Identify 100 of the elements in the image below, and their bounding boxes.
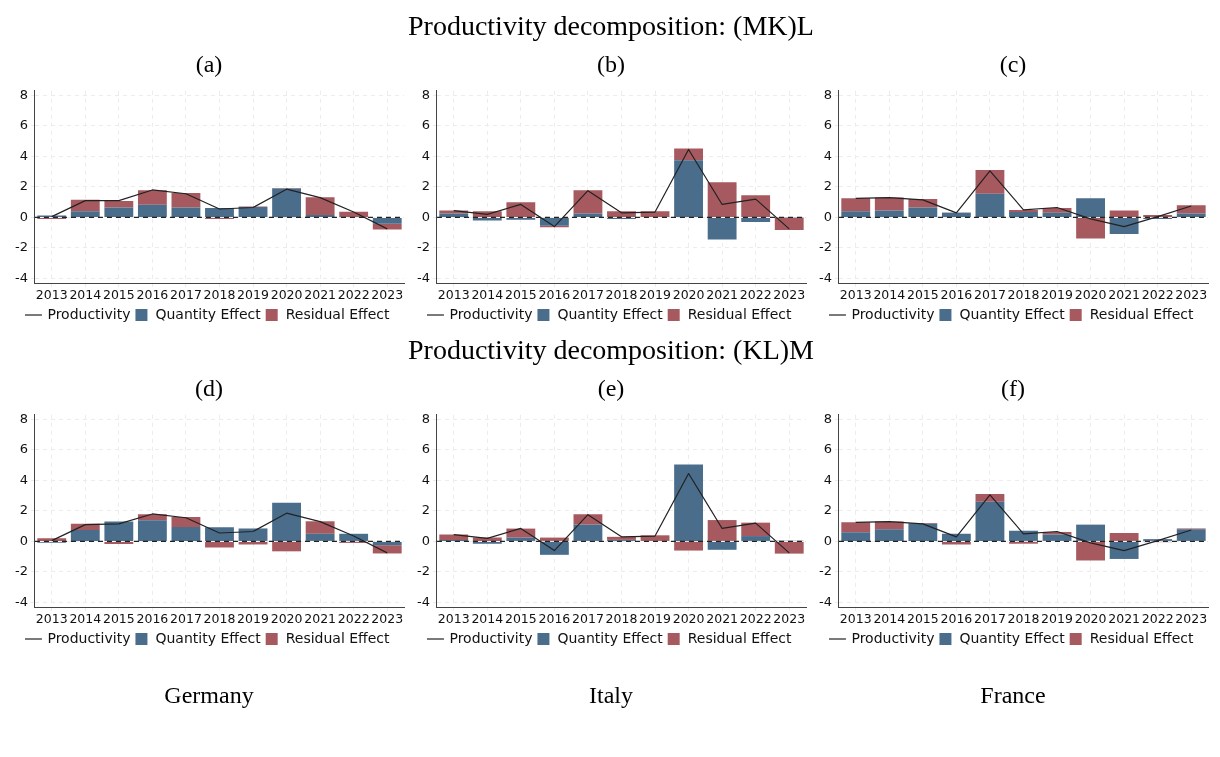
x-tick-label: 2015	[504, 286, 537, 302]
y-tick-label: 6	[823, 117, 832, 133]
y-tick-label: -2	[818, 563, 832, 579]
x-tick-label: 2013	[437, 286, 470, 302]
y-tick-label: 4	[19, 471, 28, 487]
x-axis-title: France	[980, 682, 1046, 709]
x-tick-label: 2019	[1041, 286, 1073, 302]
legend-label: Residual Effect	[687, 629, 793, 646]
x-tick-label: 2019	[1041, 610, 1073, 626]
x-tick-label: 2023	[371, 610, 404, 626]
y-tick-label: 4	[823, 471, 832, 487]
legend-label: Productivity	[449, 629, 533, 646]
legend-label: Productivity	[47, 305, 131, 322]
text: Productivity decomposition: (MK)L	[408, 9, 814, 43]
y-tick-label: -2	[416, 563, 430, 579]
x-tick-label: 2017	[974, 286, 1006, 302]
x-tick-label: 2018	[1007, 286, 1040, 302]
legend-label: Quantity Effect	[959, 629, 1066, 646]
y-tick-label: -2	[416, 239, 430, 255]
x-tick-label: 2017	[974, 610, 1006, 626]
y-tick-label: 0	[19, 532, 28, 548]
x-tick-label: 2020	[672, 610, 705, 626]
y-tick-label: 4	[19, 147, 28, 163]
x-tick-label: 2017	[170, 610, 202, 626]
x-tick-label: 2021	[1108, 610, 1141, 626]
legend-label: Quantity Effect	[557, 305, 664, 322]
y-tick-label: 8	[421, 86, 430, 102]
x-tick-label: 2021	[706, 286, 739, 302]
x-tick-label: 2020	[672, 286, 705, 302]
x-tick-label: 2022	[1141, 610, 1174, 626]
y-tick-label: 6	[19, 441, 28, 457]
x-tick-label: 2016	[136, 286, 169, 302]
y-tick-label: 6	[19, 117, 28, 133]
y-tick-label: 8	[19, 86, 28, 102]
x-tick-label: 2018	[203, 610, 236, 626]
y-tick-label: 0	[19, 208, 28, 224]
y-tick-label: 4	[421, 471, 430, 487]
x-tick-label: 2022	[337, 286, 370, 302]
x-tick-label: 2016	[538, 286, 571, 302]
chart-title: (a)	[195, 50, 223, 79]
y-tick-label: -2	[14, 239, 28, 255]
chart-title: (d)	[195, 374, 223, 403]
x-tick-label: 2015	[102, 286, 135, 302]
y-tick-label: -2	[818, 239, 832, 255]
x-tick-label: 2014	[471, 286, 504, 302]
legend-label: Quantity Effect	[155, 629, 262, 646]
y-tick-label: 2	[19, 502, 28, 518]
x-tick-label: 2020	[1074, 610, 1107, 626]
x-tick-label: 2013	[437, 610, 470, 626]
x-tick-label: 2017	[572, 610, 604, 626]
y-tick-label: 8	[823, 86, 832, 102]
x-tick-label: 2015	[906, 286, 939, 302]
y-tick-label: 0	[823, 208, 832, 224]
x-tick-label: 2014	[69, 610, 102, 626]
y-tick-label: -4	[818, 269, 832, 285]
x-tick-label: 2021	[304, 610, 337, 626]
y-tick-label: 8	[421, 410, 430, 426]
x-tick-label: 2023	[1175, 286, 1208, 302]
x-tick-label: 2021	[1108, 286, 1141, 302]
legend-label: Productivity	[851, 305, 935, 322]
y-tick-label: 6	[823, 441, 832, 457]
x-tick-label: 2017	[170, 286, 202, 302]
x-tick-label: 2014	[69, 286, 102, 302]
x-tick-label: 2023	[773, 610, 806, 626]
x-tick-label: 2019	[237, 610, 269, 626]
y-tick-label: 0	[421, 208, 430, 224]
x-tick-label: 2022	[337, 610, 370, 626]
x-tick-label: 2017	[572, 286, 604, 302]
x-axis-title: Italy	[589, 682, 633, 709]
legend-label: Residual Effect	[1089, 305, 1195, 322]
legend-label: Residual Effect	[285, 629, 391, 646]
legend-label: Quantity Effect	[959, 305, 1066, 322]
y-tick-label: -4	[14, 269, 28, 285]
y-tick-label: 0	[823, 532, 832, 548]
y-tick-label: 0	[421, 532, 430, 548]
x-tick-label: 2016	[940, 286, 973, 302]
y-tick-label: 6	[421, 117, 430, 133]
x-tick-label: 2015	[102, 610, 135, 626]
chart-title: (e)	[597, 374, 625, 403]
x-tick-label: 2015	[504, 610, 537, 626]
x-tick-label: 2023	[371, 286, 404, 302]
legend-label: Residual Effect	[687, 305, 793, 322]
legend-label: Quantity Effect	[155, 305, 262, 322]
x-tick-label: 2018	[1007, 610, 1040, 626]
legend-label: Residual Effect	[1089, 629, 1195, 646]
chart-title: (c)	[999, 50, 1027, 79]
x-tick-label: 2014	[873, 286, 906, 302]
chart-title: (f)	[1001, 374, 1025, 403]
x-tick-label: 2014	[471, 610, 504, 626]
x-tick-label: 2019	[237, 286, 269, 302]
y-tick-label: 8	[823, 410, 832, 426]
y-tick-label: 8	[19, 410, 28, 426]
x-tick-label: 2016	[538, 610, 571, 626]
x-tick-label: 2019	[639, 286, 671, 302]
x-tick-label: 2013	[839, 610, 872, 626]
y-tick-label: 4	[421, 147, 430, 163]
x-tick-label: 2013	[839, 286, 872, 302]
x-tick-label: 2019	[639, 610, 671, 626]
y-tick-label: -4	[14, 593, 28, 609]
x-tick-label: 2018	[605, 286, 638, 302]
